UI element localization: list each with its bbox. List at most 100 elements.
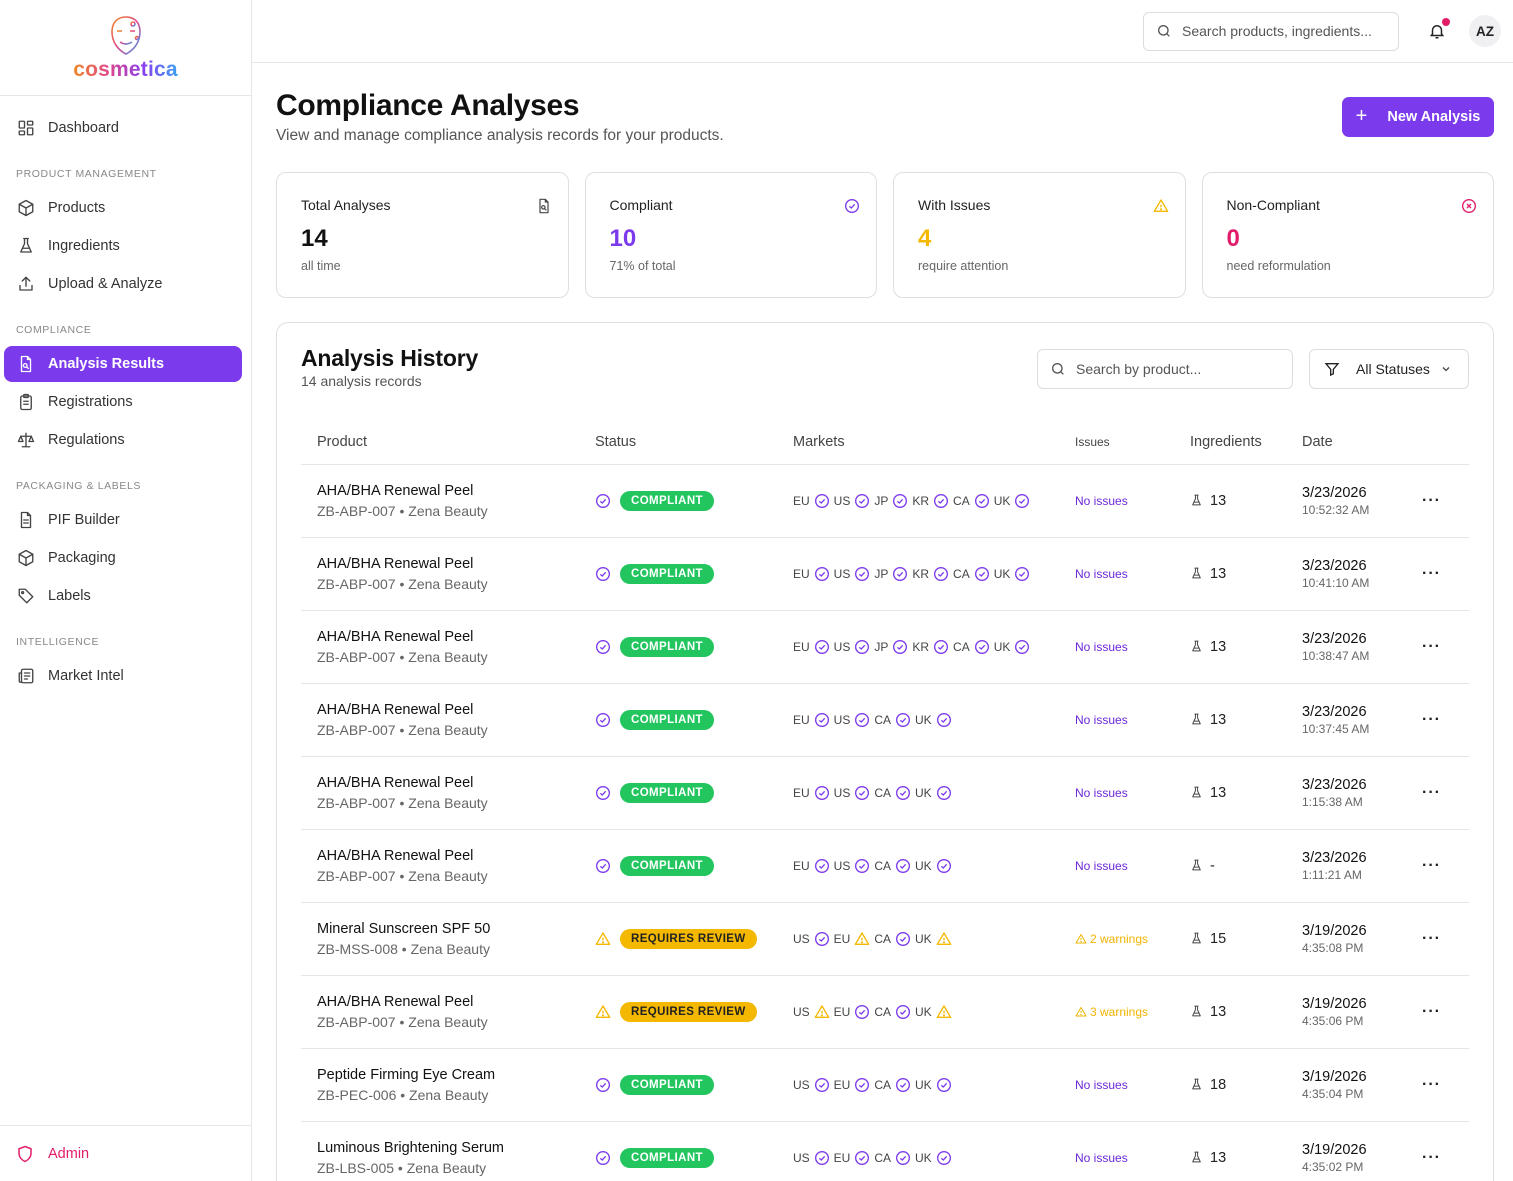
sidebar-item-dashboard[interactable]: Dashboard [4, 110, 242, 146]
sidebar-section-intelligence: INTELLIGENCE [16, 636, 100, 648]
check-circle-icon [595, 1077, 611, 1093]
table-row[interactable]: AHA/BHA Renewal Peel ZB-ABP-007 • Zena Be… [301, 537, 1469, 611]
status-badge: COMPLIANT [620, 782, 714, 803]
row-actions-button[interactable]: ··· [1422, 710, 1441, 728]
ingredients-count: 18 [1210, 1076, 1227, 1093]
product-name[interactable]: AHA/BHA Renewal Peel [317, 774, 474, 791]
product-meta: ZB-ABP-007 • Zena Beauty [317, 575, 488, 592]
product-name[interactable]: Peptide Firming Eye Cream [317, 1066, 496, 1083]
issues-text: No issues [1075, 566, 1128, 581]
sidebar-item-ingredients[interactable]: Ingredients [4, 228, 242, 264]
table-row[interactable]: Peptide Firming Eye Cream ZB-PEC-006 • Ze… [301, 1048, 1469, 1122]
global-search-input[interactable]: Search products, ingredients... [1143, 11, 1399, 51]
product-name[interactable]: AHA/BHA Renewal Peel [317, 482, 474, 499]
column-header-markets[interactable]: Markets [793, 420, 1075, 465]
row-actions-button[interactable]: ··· [1422, 491, 1441, 509]
row-actions-button[interactable]: ··· [1422, 1148, 1441, 1166]
market-code: US [793, 1077, 810, 1092]
sidebar-item-registrations[interactable]: Registrations [4, 384, 242, 420]
table-row[interactable]: AHA/BHA Renewal Peel ZB-ABP-007 • Zena Be… [301, 610, 1469, 684]
market-ca: CA [874, 1077, 911, 1093]
user-avatar[interactable]: AZ [1469, 15, 1501, 47]
check-circle-icon [814, 858, 830, 874]
sidebar-item-label: Dashboard [48, 120, 119, 136]
check-circle-icon [933, 566, 949, 582]
issues-warning: 3 warnings [1075, 1005, 1190, 1019]
product-name[interactable]: AHA/BHA Renewal Peel [317, 701, 474, 718]
new-analysis-button[interactable]: + New Analysis [1342, 97, 1494, 137]
sidebar-item-label: Labels [48, 588, 91, 604]
table-row[interactable]: AHA/BHA Renewal Peel ZB-ABP-007 • Zena Be… [301, 975, 1469, 1049]
sidebar-item-pif-builder[interactable]: PIF Builder [4, 502, 242, 538]
issues-text: No issues [1075, 1150, 1128, 1165]
check-circle-icon [595, 785, 611, 801]
market-code: EU [793, 493, 810, 508]
sidebar-item-packaging[interactable]: Packaging [4, 540, 242, 576]
row-actions-button[interactable]: ··· [1422, 783, 1441, 801]
column-header-status[interactable]: Status [595, 420, 793, 465]
row-actions-button[interactable]: ··· [1422, 1075, 1441, 1093]
market-eu: EU [793, 858, 830, 874]
row-actions-button[interactable]: ··· [1422, 856, 1441, 874]
table-row[interactable]: Mineral Sunscreen SPF 50 ZB-MSS-008 • Zen… [301, 902, 1469, 976]
sidebar-item-regulations[interactable]: Regulations [4, 422, 242, 458]
row-actions-button[interactable]: ··· [1422, 1002, 1441, 1020]
document-icon [16, 510, 36, 530]
table-row[interactable]: AHA/BHA Renewal Peel ZB-ABP-007 • Zena Be… [301, 464, 1469, 538]
product-name[interactable]: Mineral Sunscreen SPF 50 [317, 920, 491, 937]
row-actions-button[interactable]: ··· [1422, 929, 1441, 947]
market-ca: CA [953, 566, 990, 582]
product-name[interactable]: Luminous Brightening Serum [317, 1139, 504, 1156]
plus-icon: + [1355, 104, 1368, 127]
markets-list: EU US JP KR CA UK [793, 639, 1075, 655]
stat-note: all time [301, 259, 341, 273]
product-name[interactable]: AHA/BHA Renewal Peel [317, 555, 474, 572]
sidebar-item-analysis-results[interactable]: Analysis Results [4, 346, 242, 382]
sidebar-item-labels[interactable]: Labels [4, 578, 242, 614]
row-actions-button[interactable]: ··· [1422, 564, 1441, 582]
column-header-issues[interactable]: Issues [1075, 420, 1190, 465]
check-circle-icon [854, 639, 870, 655]
market-code: EU [833, 931, 851, 946]
flask-icon [1190, 640, 1203, 653]
history-search-input[interactable]: Search by product... [1037, 349, 1293, 389]
box-icon [16, 548, 36, 568]
check-circle-icon [895, 931, 911, 947]
stat-label: Non-Compliant [1226, 197, 1320, 213]
market-code: UK [915, 712, 932, 727]
check-circle-icon [814, 1150, 830, 1166]
sidebar-item-products[interactable]: Products [4, 190, 242, 226]
check-circle-icon [1014, 566, 1030, 582]
stat-value: 4 [918, 225, 932, 252]
analysis-time: 1:15:38 AM [1302, 794, 1363, 809]
product-name[interactable]: AHA/BHA Renewal Peel [317, 993, 474, 1010]
product-name[interactable]: AHA/BHA Renewal Peel [317, 847, 474, 864]
column-header-ingredients[interactable]: Ingredients [1190, 420, 1302, 465]
product-name[interactable]: AHA/BHA Renewal Peel [317, 628, 474, 645]
sidebar-item-upload-analyze[interactable]: Upload & Analyze [4, 266, 242, 302]
markets-list: US EU CA UK [793, 931, 1075, 947]
market-ca: CA [953, 639, 990, 655]
table-row[interactable]: AHA/BHA Renewal Peel ZB-ABP-007 • Zena Be… [301, 756, 1469, 830]
sidebar-item-market-intel[interactable]: Market Intel [4, 658, 242, 694]
column-header-product[interactable]: Product [301, 420, 595, 465]
row-actions-button[interactable]: ··· [1422, 637, 1441, 655]
x-circle-icon [1461, 198, 1477, 214]
market-code: KR [912, 493, 930, 508]
status-filter-select[interactable]: All Statuses [1309, 349, 1469, 389]
notifications-button[interactable] [1419, 13, 1455, 49]
brand-logo[interactable]: cosmetica [0, 0, 251, 96]
ingredients-count: 13 [1210, 784, 1227, 801]
table-row[interactable]: Luminous Brightening Serum ZB-LBS-005 • Z… [301, 1121, 1469, 1181]
sidebar-item-label: PIF Builder [48, 512, 120, 528]
table-row[interactable]: AHA/BHA Renewal Peel ZB-ABP-007 • Zena Be… [301, 829, 1469, 903]
analysis-date: 3/19/2026 [1302, 1068, 1367, 1085]
column-header-date[interactable]: Date [1302, 420, 1422, 465]
sidebar-item-admin[interactable]: Admin [0, 1125, 251, 1181]
sidebar-section-compliance: COMPLIANCE [16, 324, 92, 336]
table-row[interactable]: AHA/BHA Renewal Peel ZB-ABP-007 • Zena Be… [301, 683, 1469, 757]
history-search-placeholder: Search by product... [1076, 361, 1202, 377]
check-circle-icon [895, 1077, 911, 1093]
history-title: Analysis History [301, 345, 479, 371]
market-code: EU [793, 639, 810, 654]
